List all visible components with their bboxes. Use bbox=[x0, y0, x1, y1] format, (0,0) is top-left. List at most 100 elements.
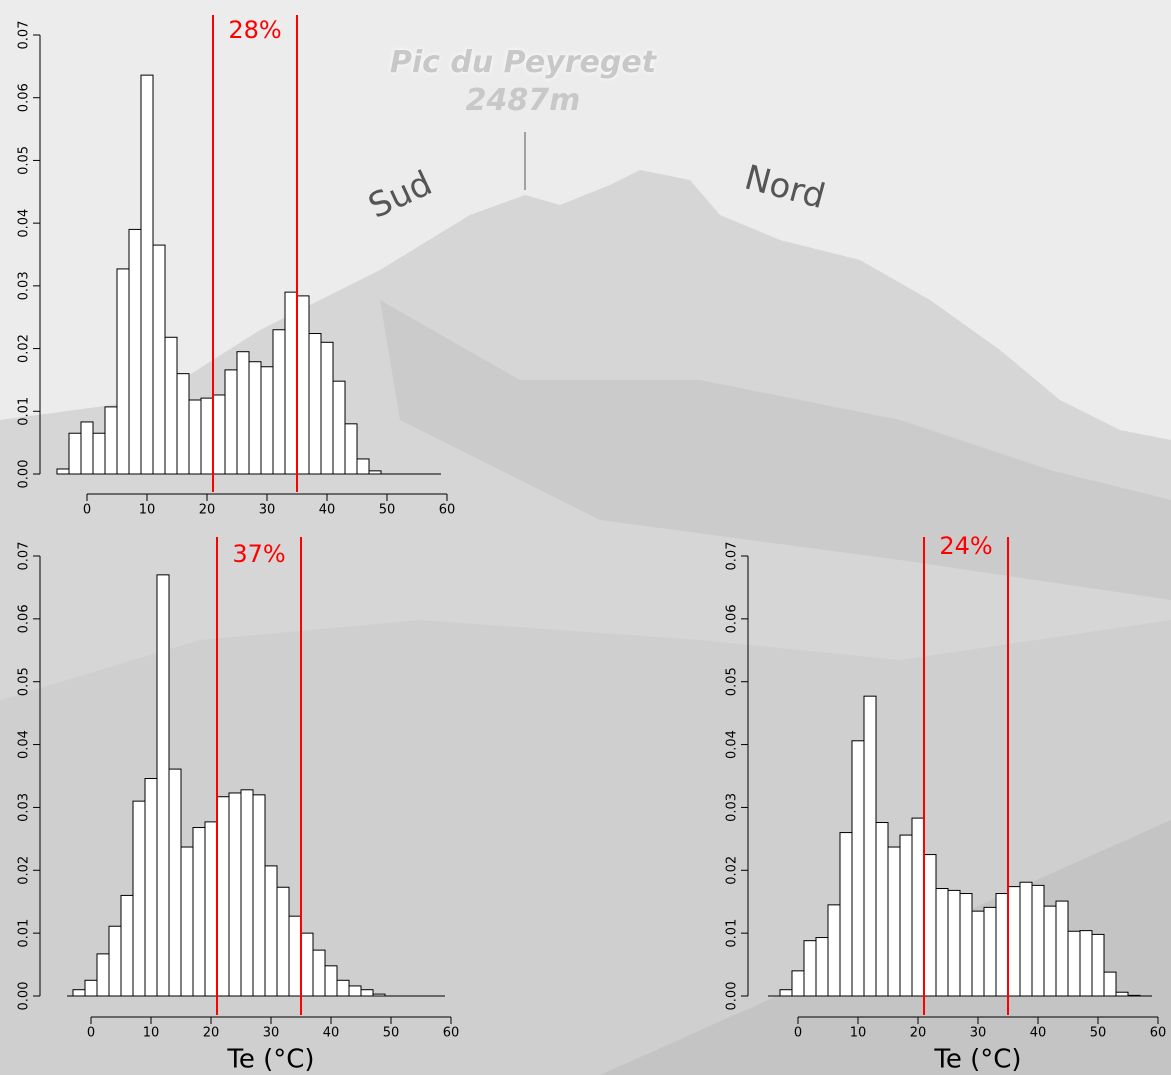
x-tick-label: 30 bbox=[259, 503, 276, 518]
bar bbox=[300, 932, 314, 997]
bar bbox=[140, 74, 154, 475]
bar bbox=[252, 794, 266, 997]
bar bbox=[156, 574, 170, 997]
bar bbox=[995, 893, 1009, 997]
percent-label: 28% bbox=[228, 16, 281, 44]
bar bbox=[92, 432, 106, 475]
bar bbox=[264, 865, 278, 997]
bar bbox=[356, 458, 370, 475]
bar bbox=[224, 369, 238, 475]
bar bbox=[108, 925, 122, 997]
bar bbox=[1055, 900, 1069, 997]
bar bbox=[348, 985, 362, 997]
bar bbox=[827, 904, 841, 997]
bar bbox=[983, 906, 997, 997]
x-tick-label: 10 bbox=[139, 503, 156, 518]
x-tick-label: 30 bbox=[263, 1026, 280, 1041]
bar bbox=[128, 228, 142, 475]
y-tick-label: 0.06 bbox=[17, 83, 32, 112]
bar bbox=[164, 336, 178, 475]
x-tick-label: 60 bbox=[443, 1026, 460, 1041]
y-tick-label: 0.07 bbox=[17, 21, 32, 50]
bar bbox=[875, 822, 889, 997]
bar bbox=[1115, 991, 1129, 997]
bar bbox=[332, 380, 346, 475]
y-tick-label: 0.03 bbox=[17, 271, 32, 300]
bar bbox=[144, 778, 158, 997]
x-tick-label: 20 bbox=[203, 1026, 220, 1041]
bar bbox=[336, 979, 350, 997]
x-tick-label: 60 bbox=[1150, 1026, 1167, 1041]
x-tick-label: 50 bbox=[1090, 1026, 1107, 1041]
bar bbox=[372, 993, 386, 997]
bar bbox=[240, 789, 254, 997]
x-tick-label: 60 bbox=[439, 503, 456, 518]
y-tick-label: 0.07 bbox=[17, 542, 32, 571]
bar bbox=[320, 341, 334, 475]
y-tick-label: 0.00 bbox=[17, 982, 32, 1011]
bar bbox=[1103, 971, 1117, 997]
bar bbox=[851, 740, 865, 997]
bar bbox=[192, 827, 206, 997]
y-tick-label: 0.06 bbox=[17, 604, 32, 633]
bar bbox=[779, 989, 793, 997]
bar bbox=[935, 888, 949, 997]
bar bbox=[1079, 930, 1093, 997]
bar bbox=[260, 366, 274, 475]
y-tick-label: 0.04 bbox=[725, 730, 740, 759]
bar bbox=[176, 373, 190, 475]
bar bbox=[312, 949, 326, 997]
bar bbox=[84, 979, 98, 997]
bar bbox=[899, 834, 913, 997]
bar bbox=[887, 846, 901, 997]
bar bbox=[1007, 886, 1021, 997]
bar bbox=[803, 940, 817, 997]
bar bbox=[204, 821, 218, 997]
y-tick-label: 0.02 bbox=[17, 334, 32, 363]
bar bbox=[1091, 933, 1105, 997]
x-axis-label: Te (°C) bbox=[226, 1045, 314, 1075]
y-tick-label: 0.00 bbox=[725, 982, 740, 1011]
y-tick-label: 0.05 bbox=[17, 667, 32, 696]
bar bbox=[839, 832, 853, 997]
bar bbox=[1019, 881, 1033, 997]
bar bbox=[863, 695, 877, 997]
bar bbox=[971, 910, 985, 997]
bar bbox=[947, 889, 961, 997]
bar bbox=[911, 817, 925, 997]
y-tick-label: 0.02 bbox=[725, 856, 740, 885]
x-tick-label: 50 bbox=[379, 503, 396, 518]
bar bbox=[324, 965, 338, 997]
x-tick-label: 40 bbox=[323, 1026, 340, 1041]
bar bbox=[815, 937, 829, 997]
bar bbox=[96, 953, 110, 997]
x-tick-label: 20 bbox=[910, 1026, 927, 1041]
y-tick-label: 0.01 bbox=[17, 397, 32, 426]
bar bbox=[959, 893, 973, 997]
bar bbox=[228, 792, 242, 997]
y-tick-label: 0.00 bbox=[17, 460, 32, 489]
x-axis-label: Te (°C) bbox=[933, 1045, 1021, 1075]
bar bbox=[216, 796, 230, 997]
bar bbox=[80, 421, 94, 475]
peak-name-glow: Pic du Peyreget bbox=[390, 45, 658, 80]
x-tick-label: 10 bbox=[850, 1026, 867, 1041]
bar bbox=[1031, 884, 1045, 997]
bar bbox=[180, 846, 194, 997]
bar bbox=[152, 244, 166, 475]
bar bbox=[276, 886, 290, 997]
y-tick-label: 0.05 bbox=[17, 146, 32, 175]
bar bbox=[272, 329, 286, 475]
x-tick-label: 40 bbox=[319, 503, 336, 518]
y-tick-label: 0.06 bbox=[725, 604, 740, 633]
bar bbox=[288, 915, 302, 997]
bar bbox=[72, 989, 86, 997]
x-tick-label: 0 bbox=[794, 1026, 802, 1041]
bar bbox=[368, 470, 382, 475]
bar bbox=[360, 989, 374, 997]
bar bbox=[248, 361, 262, 475]
y-tick-label: 0.04 bbox=[17, 209, 32, 238]
bar bbox=[1067, 930, 1081, 997]
bar bbox=[68, 432, 82, 475]
